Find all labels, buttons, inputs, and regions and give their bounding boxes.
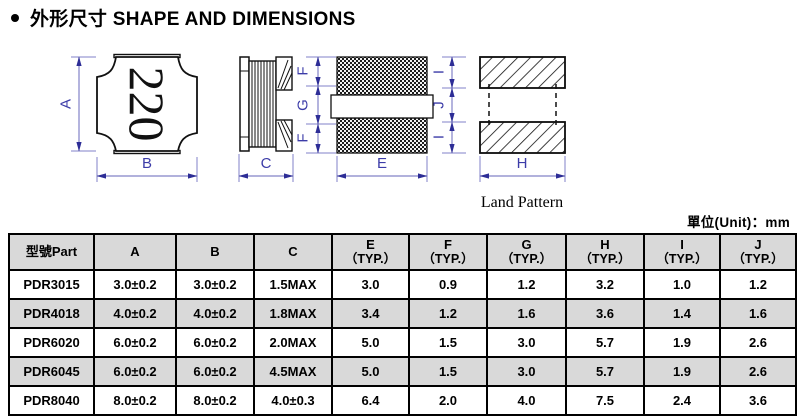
table-row-PDR3015: PDR3015 3.0±0.2 3.0±0.2 1.5MAX 3.0 0.9 1.2 3.2 1… (8, 269, 797, 300)
value-cell: 3.6 (565, 298, 645, 329)
value-cell: 1.9 (643, 327, 721, 358)
dim-label-b: B (142, 155, 152, 172)
table-row-PDR4018: PDR4018 4.0±0.2 4.0±0.2 1.8MAX 3.4 1.2 1.6 3.6 1… (8, 298, 797, 329)
table-row-PDR6045: PDR6045 6.0±0.2 6.0±0.2 4.5MAX 5.0 1.5 3.0 5.7 1… (8, 356, 797, 387)
column-header-A: A (93, 233, 177, 271)
dimensions-table: 型號Part A B C E （TYP.） F （TYP.） G （TYP.） H （TYP.） I （T… (8, 233, 797, 416)
dim-label-g: G (295, 99, 312, 111)
column-header-H: H （TYP.） (565, 233, 645, 271)
value-cell: 1.5 (408, 356, 488, 387)
dim-label-f-bottom: F (295, 133, 312, 142)
value-cell: 4.0±0.2 (175, 298, 255, 329)
value-cell: 6.0±0.2 (93, 327, 177, 358)
table-row-PDR8040: PDR8040 8.0±0.2 8.0±0.2 4.0±0.3 6.4 2.0 4.0 7.5… (8, 385, 797, 416)
dimension-h: H (479, 155, 566, 182)
value-cell: 1.6 (719, 298, 797, 329)
value-cell: 2.0 (408, 385, 488, 416)
column-header-F: F （TYP.） (408, 233, 488, 271)
value-cell: 5.7 (565, 327, 645, 358)
value-cell: 1.5MAX (253, 269, 333, 300)
value-cell: 3.0 (331, 269, 410, 300)
value-cell: 1.2 (719, 269, 797, 300)
value-cell: 2.6 (719, 356, 797, 387)
dimension-b: B (96, 155, 198, 182)
value-cell: 3.0±0.2 (93, 269, 177, 300)
value-cell: 3.2 (565, 269, 645, 300)
value-cell: 1.2 (408, 298, 488, 329)
dim-label-i-bottom: I (431, 135, 448, 139)
value-cell: 1.4 (643, 298, 721, 329)
dim-label-c: C (261, 155, 272, 172)
dim-label-h: H (517, 155, 528, 172)
dimension-iji: I J I (431, 56, 466, 154)
value-cell: 3.0 (486, 327, 567, 358)
dimension-e: E (336, 155, 428, 182)
column-header-E: E （TYP.） (331, 233, 410, 271)
value-cell: 8.0±0.2 (93, 385, 177, 416)
column-header-G: G （TYP.） (486, 233, 567, 271)
value-cell: 8.0±0.2 (175, 385, 255, 416)
value-cell: 6.0±0.2 (175, 327, 255, 358)
dim-label-e: E (377, 155, 387, 172)
value-cell: 3.0±0.2 (175, 269, 255, 300)
part-number-cell: PDR6045 (8, 356, 95, 387)
value-cell: 1.9 (643, 356, 721, 387)
dimension-fgf: F G F (295, 56, 336, 154)
value-cell: 0.9 (408, 269, 488, 300)
value-cell: 1.2 (486, 269, 567, 300)
value-cell: 4.0±0.2 (93, 298, 177, 329)
column-header-B: B (175, 233, 255, 271)
table-header-row: 型號Part A B C E （TYP.） F （TYP.） G （TYP.） H （TYP.） I （T… (8, 233, 797, 271)
dim-label-j: J (431, 101, 448, 109)
side-view-drawing: C (238, 56, 294, 182)
column-header-C: C (253, 233, 333, 271)
column-header-I: I （TYP.） (643, 233, 721, 271)
part-number-cell: PDR4018 (8, 298, 95, 329)
part-number-cell: PDR6020 (8, 327, 95, 358)
unit-label: 單位(Unit)：mm (686, 215, 790, 230)
top-view-drawing: 220 A B (58, 53, 198, 182)
value-cell: 5.0 (331, 356, 410, 387)
value-cell: 1.6 (486, 298, 567, 329)
land-pattern-drawing: I J I H Land Pattern (431, 56, 566, 211)
dim-label-f-top: F (295, 66, 312, 75)
value-cell: 1.8MAX (253, 298, 333, 329)
value-cell: 2.0MAX (253, 327, 333, 358)
dim-label-i-top: I (431, 70, 448, 74)
dimension-drawings: 220 A B (58, 53, 566, 211)
section-title-text: 外形尺寸 SHAPE AND DIMENSIONS (30, 9, 356, 30)
part-number-cell: PDR3015 (8, 269, 95, 300)
table-row-PDR6020: PDR6020 6.0±0.2 6.0±0.2 2.0MAX 5.0 1.5 3.0 5.7 1… (8, 327, 797, 358)
value-cell: 6.0±0.2 (175, 356, 255, 387)
bottom-view-drawing: F G F E (295, 56, 434, 182)
land-pattern-label: Land Pattern (481, 194, 563, 211)
value-cell: 2.6 (719, 327, 797, 358)
part-marking-text: 220 (119, 67, 175, 142)
value-cell: 2.4 (643, 385, 721, 416)
value-cell: 3.4 (331, 298, 410, 329)
value-cell: 1.0 (643, 269, 721, 300)
value-cell: 4.5MAX (253, 356, 333, 387)
dimension-c: C (238, 154, 294, 182)
value-cell: 3.0 (486, 356, 567, 387)
dimension-a: A (58, 56, 96, 152)
value-cell: 5.0 (331, 327, 410, 358)
part-number-cell: PDR8040 (8, 385, 95, 416)
section-title: 外形尺寸 SHAPE AND DIMENSIONS (8, 4, 356, 31)
value-cell: 6.4 (331, 385, 410, 416)
value-cell: 7.5 (565, 385, 645, 416)
value-cell: 3.6 (719, 385, 797, 416)
dim-label-a: A (58, 99, 75, 109)
value-cell: 4.0±0.3 (253, 385, 333, 416)
column-header-J: J （TYP.） (719, 233, 797, 271)
value-cell: 4.0 (486, 385, 567, 416)
value-cell: 5.7 (565, 356, 645, 387)
bullet-icon (11, 13, 19, 22)
value-cell: 1.5 (408, 327, 488, 358)
column-header-part: 型號Part (8, 233, 95, 271)
value-cell: 6.0±0.2 (93, 356, 177, 387)
